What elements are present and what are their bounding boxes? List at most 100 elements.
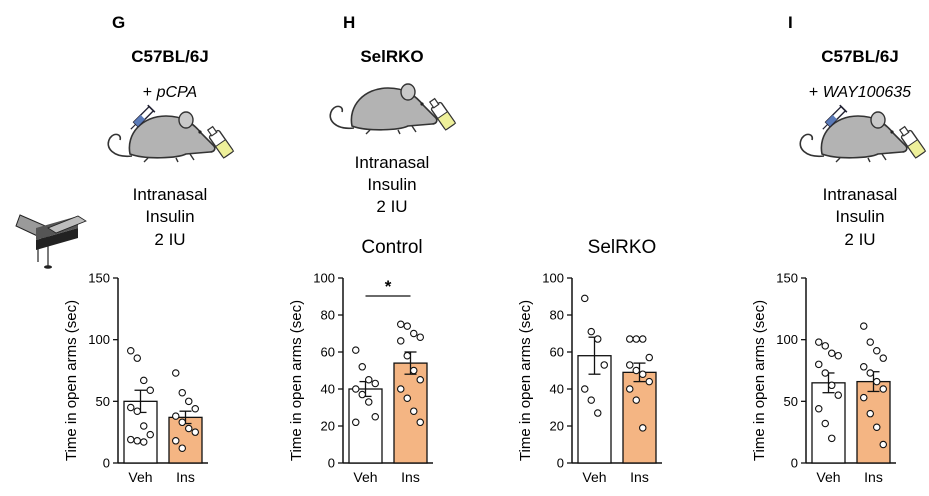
chart-h-selrko: 0 20 40 60 80 100 Time in open arms (sec) Veh In…	[517, 271, 662, 485]
data-point	[364, 375, 373, 384]
mouse-with-insulin-bottle-icon	[799, 111, 927, 163]
data-point	[416, 418, 424, 427]
y-tick-label: 0	[103, 456, 110, 471]
data-point	[814, 404, 823, 413]
data-point	[859, 363, 868, 371]
panel-g-strain: C57BL/6J	[131, 47, 208, 66]
data-point	[364, 398, 373, 406]
y-tick-label: 50	[784, 394, 798, 409]
y-tick-label: 150	[776, 271, 798, 286]
data-point	[396, 337, 405, 345]
data-point	[879, 440, 887, 449]
panel-i-treatment-line-2: Insulin	[835, 207, 884, 226]
data-point	[351, 418, 360, 427]
x-tick-label: Veh	[582, 469, 606, 485]
panel-i-treatment-line-1: Intranasal	[823, 185, 898, 204]
data-point	[396, 320, 405, 328]
y-tick-label: 40	[550, 382, 564, 397]
y-tick-label: 100	[88, 332, 110, 347]
data-point	[625, 335, 634, 343]
significance-label: *	[385, 277, 392, 296]
y-axis-label: Time in open arms (sec)	[288, 300, 305, 461]
data-point	[638, 424, 647, 432]
data-point	[879, 354, 887, 362]
data-point	[133, 437, 142, 445]
y-tick-label: 50	[96, 394, 110, 409]
data-point	[821, 342, 829, 350]
data-point	[625, 385, 634, 393]
data-point	[127, 435, 135, 444]
data-point	[859, 393, 868, 402]
data-point	[866, 369, 874, 377]
data-point	[632, 335, 640, 343]
x-tick-label: Ins	[401, 469, 420, 485]
data-point	[821, 369, 829, 377]
data-point	[416, 375, 424, 384]
panel-g-treatment-line-1: Intranasal	[133, 185, 208, 204]
y-axis-label: Time in open arms (sec)	[63, 300, 80, 461]
panel-g-drug: + pCPA	[143, 84, 197, 101]
data-point	[178, 388, 187, 397]
data-point	[645, 353, 653, 362]
panel-g-treatment-line-2: Insulin	[145, 207, 194, 226]
data-point	[834, 391, 842, 399]
data-point	[821, 419, 829, 428]
data-point	[409, 407, 418, 415]
chart-g: 0 50 100 150 Time in open arms (sec) Veh Ins	[63, 271, 208, 485]
y-tick-label: 150	[88, 271, 110, 286]
data-point	[859, 322, 868, 330]
data-point	[178, 418, 187, 427]
data-point	[140, 438, 148, 446]
data-point	[146, 430, 155, 439]
y-tick-label: 0	[328, 456, 335, 471]
data-point	[645, 377, 653, 386]
data-point	[600, 361, 608, 369]
panel-h-treatment-line-2: Insulin	[367, 175, 416, 194]
data-point	[409, 366, 418, 375]
x-tick-label: Veh	[816, 469, 840, 485]
y-tick-label: 20	[321, 419, 335, 434]
data-point	[371, 412, 379, 421]
panel-h-treatment-line-3: 2 IU	[376, 197, 407, 216]
data-point	[403, 351, 411, 360]
data-point	[371, 379, 379, 388]
x-tick-label: Ins	[176, 469, 195, 485]
data-point	[814, 338, 823, 346]
panel-h-strain: SelRKO	[360, 47, 423, 66]
panel-h-treatment-line-1: Intranasal	[355, 153, 430, 172]
data-point	[133, 354, 142, 362]
data-point	[872, 423, 881, 431]
data-point	[866, 338, 874, 346]
data-point	[866, 409, 874, 418]
data-point	[351, 346, 360, 354]
panel-h-control-title: Control	[361, 237, 422, 258]
panel-g-treatment-line-3: 2 IU	[154, 230, 185, 249]
data-point	[403, 322, 411, 330]
mouse-with-insulin-bottle-icon	[329, 83, 457, 135]
y-tick-label: 100	[776, 332, 798, 347]
data-point	[827, 434, 836, 443]
data-point	[625, 361, 634, 369]
data-point	[814, 360, 823, 369]
data-point	[409, 329, 418, 338]
data-point	[872, 347, 881, 355]
mouse-with-insulin-bottle-icon	[107, 111, 235, 163]
panel-g-letter: G	[112, 13, 125, 32]
panel-i-strain: C57BL/6J	[821, 47, 898, 66]
y-tick-label: 0	[791, 456, 798, 471]
elevated-plus-maze-icon	[15, 214, 87, 269]
data-point	[172, 437, 180, 445]
y-tick-label: 80	[321, 308, 335, 323]
data-point	[879, 385, 887, 393]
y-axis-label: Time in open arms (sec)	[751, 300, 768, 461]
data-point	[580, 385, 589, 393]
y-tick-label: 100	[313, 271, 335, 286]
x-tick-label: Veh	[128, 469, 152, 485]
data-point	[593, 409, 602, 417]
panel-i-letter: I	[788, 13, 793, 32]
data-point	[127, 403, 135, 412]
data-point	[185, 424, 193, 433]
y-tick-label: 80	[550, 308, 564, 323]
data-point	[416, 333, 424, 341]
